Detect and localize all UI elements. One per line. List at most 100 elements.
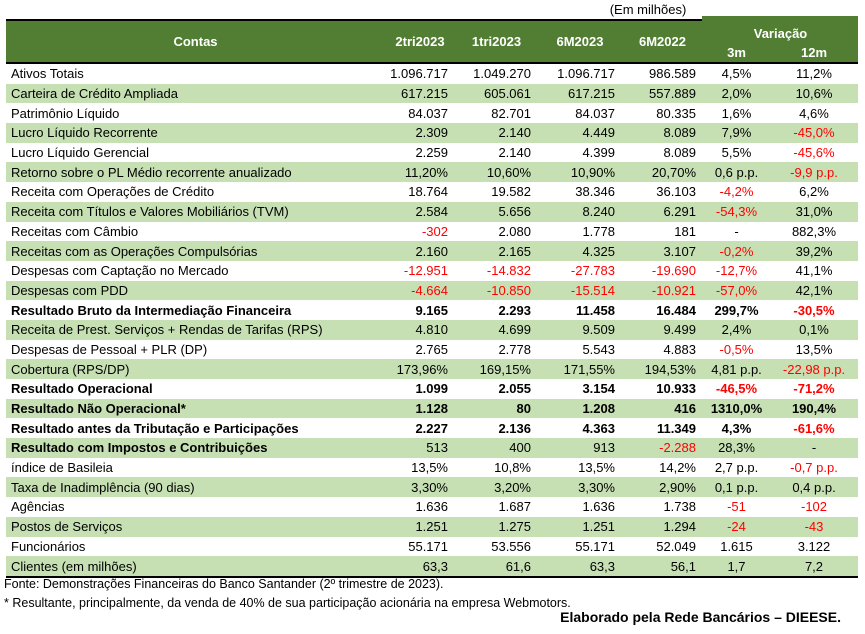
table-cell: -24 [727,519,746,535]
table-cell: 11,20% [404,164,448,180]
table-cell: -15.514 [570,282,615,298]
table-cell: 82.701 [491,105,531,121]
table-cell: 2.140 [498,145,531,161]
row-label: Carteira de Crédito Ampliada [11,86,178,102]
table-cell: 19.582 [491,184,531,200]
table-cell: -4,2% [719,184,754,200]
table-cell: 52.049 [656,538,696,554]
table-cell: 6.291 [663,204,696,220]
table-cell: 2.055 [498,381,531,397]
table-cell: -27.783 [570,263,615,279]
table-cell: 41,1% [795,263,833,279]
row-label: Patrimônio Líquido [11,105,120,121]
table-cell: 1.208 [582,401,615,417]
table-cell: -0,5% [719,341,754,357]
table-cell: 169,15% [479,361,531,377]
table-cell: 2,0% [721,86,752,102]
table-cell: 1.294 [663,519,696,535]
table-cell: 2.080 [498,223,531,239]
table-row: Receita de Prest. Serviços + Rendas de T… [6,319,858,340]
table-cell: 2.160 [415,243,448,259]
table-cell: 4,5% [721,66,752,82]
table-cell: 16.484 [656,302,696,318]
table-header-row: Contas 2tri2023 1tri2023 6M2023 6M2022 V… [6,21,858,64]
table-cell: -54,3% [715,204,758,220]
table-cell: 14,2% [659,460,696,476]
row-label: Postos de Serviços [11,519,123,535]
table-cell: 1.636 [415,499,448,515]
table-cell: 4.363 [582,420,615,436]
table-row: Lucro Líquido Recorrente 2.309 2.140 4.449 8… [6,123,858,143]
table-row: Receita com Títulos e Valores Mobiliário… [6,201,858,222]
table-row: Retorno sobre o PL Médio recorrente anua… [6,162,858,183]
table-cell: 2.778 [498,341,531,357]
table-row: Resultado Bruto da Intermediação Finance… [6,300,858,320]
table-cell: 1,6% [721,105,752,121]
table-cell: -19.690 [651,263,696,279]
table-cell: 80 [516,401,531,417]
asterisk-note: * Resultante, principalmente, da venda d… [4,596,571,610]
column-header-1tri2023: 1tri2023 [471,34,522,49]
table-cell: 1.615 [720,538,753,554]
table-cell: 18.764 [408,184,448,200]
table-row: Clientes (em milhões) 63,3 61,6 63,3 56,1 1,7… [6,556,858,576]
row-label: Despesas com PDD [11,282,129,298]
table-cell: 4.399 [582,145,615,161]
column-header-2tri2023: 2tri2023 [395,34,445,49]
table-cell: 0,4 p.p. [792,479,836,495]
column-header-12m: 12m [800,44,828,60]
table-cell: 4,3% [721,420,752,436]
table-cell: 5,5% [721,145,752,161]
table-row: Agências 1.636 1.687 1.636 1.738 -51 -102 [6,497,858,517]
row-label: Taxa de Inadimplência (90 dias) [11,479,195,495]
table-cell: 2.584 [415,204,448,220]
row-label: Resultado Operacional [11,381,153,397]
table-cell: 56,1 [670,558,696,574]
table-body: Ativos Totais 1.096.717 1.049.270 1.096.717… [6,64,858,578]
table-cell: 3.154 [582,381,615,397]
table-cell: 63,3 [422,558,448,574]
table-cell: 36.103 [656,184,696,200]
table-cell: 1.778 [582,223,615,239]
table-cell: 416 [674,401,696,417]
table-row: Taxa de Inadimplência (90 dias) 3,30% 3,20… [6,477,858,498]
table-cell: 913 [593,440,615,456]
table-cell: -57,0% [715,282,758,298]
table-cell: 2,90% [659,479,696,495]
table-cell: 2.293 [498,302,531,318]
table-cell: 0,1% [799,322,829,338]
table-cell: 9.509 [582,322,615,338]
table-cell: 2.765 [415,341,448,357]
table-cell: 61,6 [505,558,531,574]
table-cell: 0,1 p.p. [714,479,759,495]
table-cell: 4,81 p.p. [711,361,762,377]
table-cell: -0,2% [719,243,754,259]
table-cell: 10,8% [494,460,531,476]
table-cell: 10,6% [795,86,833,102]
table-cell: 2,4% [721,322,752,338]
table-cell: 5.656 [498,204,531,220]
table-cell: 7,2 [804,558,824,574]
table-cell: 1.275 [498,519,531,535]
row-label: Receitas com as Operações Compulsórias [11,243,258,259]
table-cell: 1.636 [582,499,615,515]
table-cell: 84.037 [575,105,615,121]
table-cell: -0,7 p.p. [790,460,838,476]
table-cell: 4.325 [582,243,615,259]
table-cell: 1310,0% [710,401,763,417]
table-cell: -10.850 [486,282,531,298]
table-cell: 3.107 [663,243,696,259]
table-cell: 194,53% [644,361,696,377]
row-label: índice de Basileia [11,460,113,476]
table-cell: 2.309 [415,125,448,141]
row-label: Lucro Líquido Recorrente [11,125,158,141]
table-cell: 2.165 [498,243,531,259]
table-cell: -45,6% [793,145,835,161]
table-cell: 2,7 p.p. [714,460,759,476]
table-cell: - [734,223,739,239]
table-cell: -2.288 [659,440,696,456]
table-cell: 8.089 [663,125,696,141]
table-row: Receitas com as Operações Compulsórias 2.… [6,241,858,261]
table-cell: 2.140 [498,125,531,141]
table-cell: 8.240 [582,204,615,220]
